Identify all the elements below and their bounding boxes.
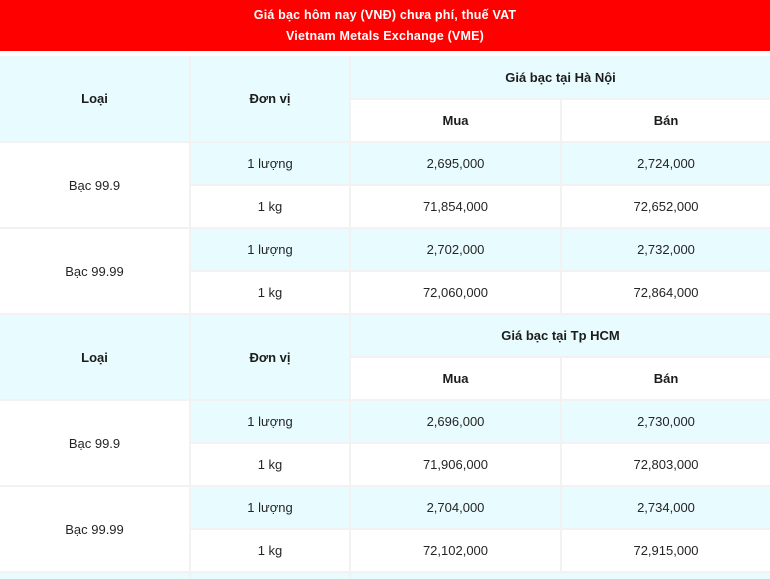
unit-cell: 1 kg — [189, 528, 351, 573]
unit-cell: 1 lượng — [189, 485, 351, 530]
price-banner: Giá bạc hôm nay (VNĐ) chưa phí, thuế VAT… — [0, 0, 770, 51]
region-header-hcm: Giá bạc tại Tp HCM — [348, 313, 770, 358]
region-header-hanoi: Giá bạc tại Hà Nội — [348, 55, 770, 100]
sell-price-cell: 72,915,000 — [559, 528, 770, 573]
col-header-ban: Bán — [559, 98, 770, 143]
buy-price-cell: 2,696,000 — [349, 399, 562, 444]
buy-price-cell: 71,906,000 — [349, 442, 562, 487]
unit-cell: 1 lượng — [189, 399, 351, 444]
sell-price-cell: 2,730,000 — [559, 399, 770, 444]
metal-type-cell: Bạc 99.99 — [0, 485, 191, 573]
sell-price-cell: 2,724,000 — [559, 141, 770, 186]
unit-cell: 1 kg — [189, 270, 351, 315]
unit-cell: 1 lượng — [189, 227, 351, 272]
buy-price-cell: 72,060,000 — [349, 270, 562, 315]
col-header-mua: Mua — [349, 356, 562, 401]
banner-subtitle: Vietnam Metals Exchange (VME) — [286, 29, 484, 43]
metal-type-cell: Bạc 99.9 — [0, 141, 191, 229]
unit-cell: 1 lượng — [189, 141, 351, 186]
sell-price-cell: 72,652,000 — [559, 184, 770, 229]
silver-price-table: Loại Đơn vị Giá bạc tại Hà Nội Mua Bán B… — [0, 55, 770, 579]
buy-price-cell: 2,704,000 — [349, 485, 562, 530]
sell-price-cell: 72,803,000 — [559, 442, 770, 487]
partial-next-section — [0, 571, 770, 579]
metal-type-cell: Bạc 99.9 — [0, 399, 191, 487]
col-header-donvi: Đơn vị — [189, 313, 351, 401]
section-hcm: Loại Đơn vị Giá bạc tại Tp HCM Mua Bán B… — [0, 313, 770, 573]
sell-price-cell: 72,864,000 — [559, 270, 770, 315]
col-header-loai: Loại — [0, 55, 191, 143]
col-header-mua: Mua — [349, 98, 562, 143]
sell-price-cell: 2,734,000 — [559, 485, 770, 530]
sell-price-cell: 2,732,000 — [559, 227, 770, 272]
col-header-ban: Bán — [559, 356, 770, 401]
buy-price-cell: 2,702,000 — [349, 227, 562, 272]
unit-cell: 1 kg — [189, 184, 351, 229]
partial-next-row — [0, 571, 770, 579]
metal-type-cell: Bạc 99.99 — [0, 227, 191, 315]
buy-price-cell: 72,102,000 — [349, 528, 562, 573]
unit-cell: 1 kg — [189, 442, 351, 487]
buy-price-cell: 71,854,000 — [349, 184, 562, 229]
section-hanoi: Loại Đơn vị Giá bạc tại Hà Nội Mua Bán B… — [0, 55, 770, 315]
col-header-loai: Loại — [0, 313, 191, 401]
col-header-donvi: Đơn vị — [189, 55, 351, 143]
banner-gap — [0, 51, 770, 56]
buy-price-cell: 2,695,000 — [349, 141, 562, 186]
banner-title: Giá bạc hôm nay (VNĐ) chưa phí, thuế VAT — [253, 8, 517, 22]
